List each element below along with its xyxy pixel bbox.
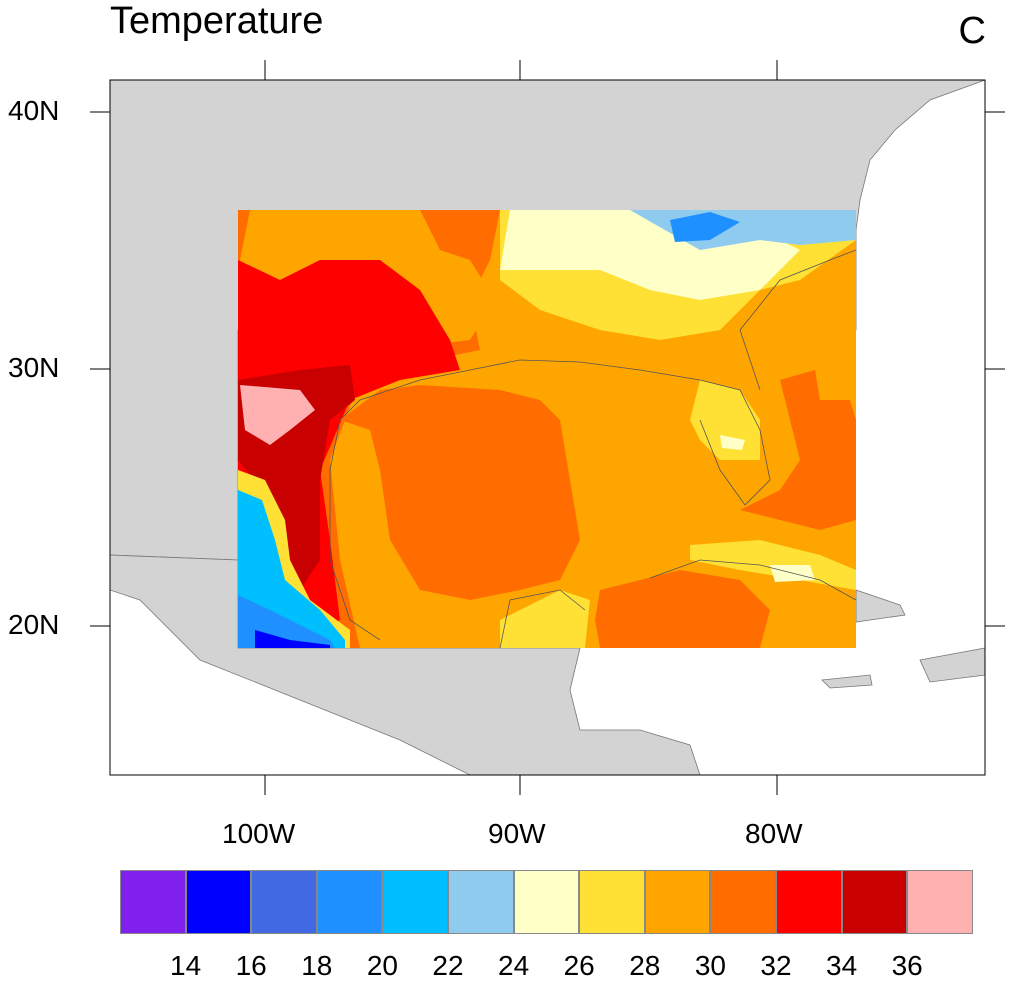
lat-label-40n: 40N bbox=[8, 95, 60, 126]
colorbar-label: 28 bbox=[629, 950, 661, 981]
colorbar-swatch bbox=[644, 870, 711, 934]
colorbar-label: 18 bbox=[301, 950, 333, 981]
colorbar-swatch bbox=[776, 870, 842, 934]
units-label: C bbox=[958, 10, 986, 52]
colorbar-label: 20 bbox=[366, 950, 398, 981]
colorbar-label: 26 bbox=[563, 950, 595, 981]
colorbar-swatch bbox=[251, 870, 317, 934]
colorbar-label: 32 bbox=[760, 950, 792, 981]
colorbar-label: 36 bbox=[891, 950, 923, 981]
colorbar-swatch bbox=[513, 870, 580, 934]
colorbar-label: 14 bbox=[170, 950, 202, 981]
temperature-field bbox=[238, 210, 856, 648]
colorbar-swatch bbox=[120, 870, 186, 934]
axis-ticks bbox=[90, 60, 1005, 795]
colorbar-swatch bbox=[841, 870, 908, 934]
colorbar-swatch bbox=[316, 870, 383, 934]
lon-label-100w: 100W bbox=[222, 818, 296, 849]
colorbar-label: 22 bbox=[432, 950, 464, 981]
colorbar-swatch bbox=[579, 870, 645, 934]
map-title: Temperature bbox=[110, 0, 324, 42]
colorbar-label: 24 bbox=[498, 950, 530, 981]
lat-label-30n: 30N bbox=[8, 352, 60, 383]
colorbar-swatch bbox=[448, 870, 514, 934]
colorbar-swatch bbox=[185, 870, 252, 934]
colorbar-swatch bbox=[710, 870, 776, 934]
lon-label-90w: 90W bbox=[488, 818, 546, 849]
colorbar-label: 30 bbox=[694, 950, 726, 981]
coastlines bbox=[329, 249, 857, 649]
colorbar-label: 16 bbox=[235, 950, 267, 981]
colorbar-swatch bbox=[907, 870, 973, 934]
colorbar-swatch bbox=[382, 870, 448, 934]
lon-label-80w: 80W bbox=[745, 818, 803, 849]
lat-label-20n: 20N bbox=[8, 609, 60, 640]
colorbar-label: 34 bbox=[826, 950, 858, 981]
